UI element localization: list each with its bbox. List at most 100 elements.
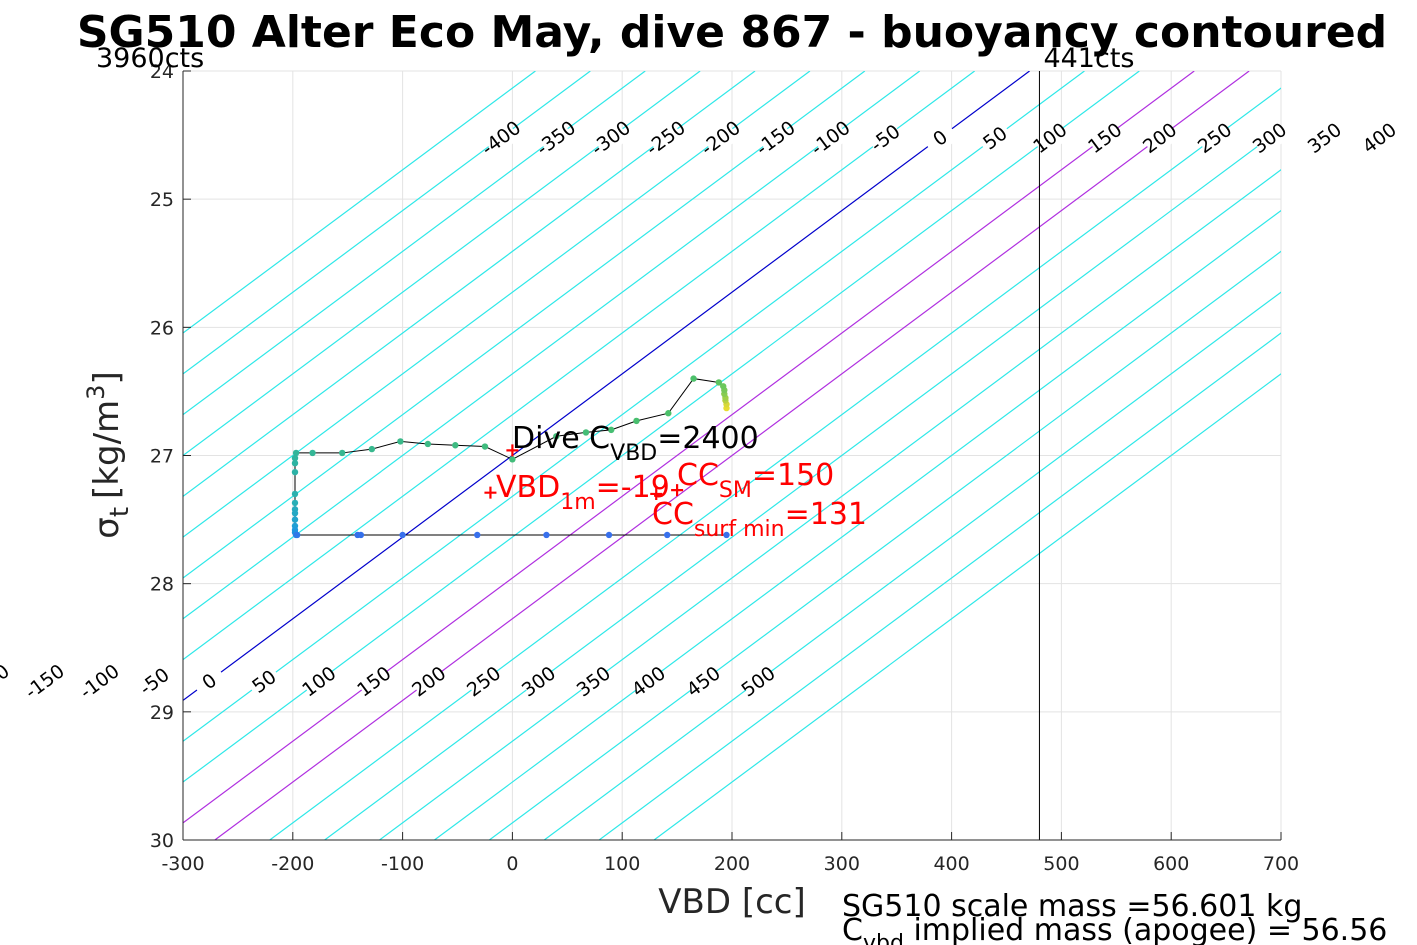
- x-tick-label: 100: [604, 853, 640, 875]
- contour-label-bg: [519, 662, 558, 700]
- contour-label-bg: [1359, 119, 1399, 157]
- y-tick-label: 27: [150, 446, 174, 468]
- dive-point: [723, 531, 730, 539]
- x-tick-label: 300: [824, 853, 860, 875]
- contour-labels: -400 -350 -300 -250 -200 -150 -100 -50 0 50 100 150…: [0, 117, 1417, 704]
- axes: -300 -200 -100 0 100 200 300 400 500 600 700 24 25 26…: [150, 61, 1299, 875]
- dive-point: [582, 429, 590, 436]
- x-tick-label: 700: [1263, 853, 1299, 875]
- contour-label-bg: [701, 119, 740, 157]
- dive-cvbd-annotation: Dive CVBD=2400: [512, 421, 759, 466]
- contour-line: [324, 128, 1281, 840]
- dive-point: [291, 454, 299, 462]
- dive-point: [543, 531, 550, 539]
- contour-line: [543, 291, 1281, 840]
- contour-label-bg: [134, 662, 174, 700]
- marker-vbd_1m: [484, 486, 497, 499]
- contour-label: 350: [573, 662, 615, 701]
- dive-point: [720, 383, 727, 390]
- contour-label: 300: [1249, 119, 1291, 158]
- dive-point: [452, 442, 459, 449]
- contour-line: [488, 250, 1281, 840]
- dive-point: [553, 433, 560, 440]
- contour-label-bg: [810, 119, 850, 157]
- contour-label: 200: [1139, 119, 1181, 158]
- contour-line: [183, 71, 756, 498]
- dive-point: [665, 410, 672, 417]
- contour-line: [183, 71, 1195, 824]
- x-axis-label: VBD [cc]: [658, 882, 806, 922]
- contour-label: 250: [1194, 119, 1236, 158]
- contour-line: [183, 71, 591, 375]
- dive-point: [293, 531, 301, 539]
- contour-label-bg: [756, 119, 795, 157]
- contour-label-bg: [299, 662, 338, 700]
- contour-label: 350: [1304, 119, 1346, 158]
- contour-label: 100: [1029, 119, 1071, 158]
- dive-point: [605, 531, 613, 539]
- contour-label-bg: [25, 662, 64, 700]
- contour-line: [183, 71, 976, 661]
- contour-label-bg: [865, 119, 905, 157]
- y-tick-label: 25: [150, 189, 174, 211]
- contour-line: [214, 71, 1250, 840]
- contour-label: 150: [1084, 119, 1126, 158]
- dive-point: [368, 445, 376, 453]
- contour-label-bg: [1305, 119, 1344, 157]
- y-tick-label: 24: [150, 61, 174, 83]
- scale-mass-footer: SG510 scale mass =56.601 kg: [842, 889, 1302, 924]
- contour-label-bg: [409, 662, 448, 700]
- x-tick-label: -100: [381, 853, 424, 875]
- left-counts-label: 3960cts: [96, 43, 204, 74]
- x-tick-label: -300: [161, 853, 204, 875]
- contour-label: 300: [518, 662, 560, 701]
- contour-label: 450: [683, 662, 725, 701]
- contour-label: 400: [1359, 119, 1401, 158]
- vbd-markers: [484, 444, 684, 500]
- implied-mass-footer: Cvbd implied mass (apogee) = 56.56: [842, 913, 1387, 945]
- contour-label-bg: [80, 662, 119, 700]
- dive-point: [397, 438, 404, 445]
- y-tick-label: 26: [150, 317, 174, 339]
- dive-point: [509, 456, 516, 463]
- marker-cc_sm: [671, 484, 684, 497]
- dive-point: [399, 531, 406, 539]
- dive-point: [291, 468, 299, 476]
- x-tick-label: 200: [714, 853, 750, 875]
- marker-dive_cvbd: [506, 444, 519, 457]
- contour-line: [269, 87, 1281, 840]
- contour-label-bg: [464, 662, 503, 700]
- contour-label: 150: [353, 662, 395, 701]
- contour-label-bg: [975, 119, 1015, 157]
- dive-trace: [291, 375, 730, 539]
- y-axis-label: σt[kg/m3]: [82, 371, 135, 538]
- dive-point: [474, 531, 481, 539]
- contour-line: [183, 71, 1085, 742]
- cc-surf-min-annotation: CCsurf min=131: [652, 497, 867, 542]
- contour-label: 250: [463, 662, 505, 701]
- contour-label-bg: [354, 662, 393, 700]
- contour-label-bg: [536, 119, 575, 157]
- chart-title: SG510 Alter Eco May, dive 867 - buoyancy…: [77, 7, 1387, 58]
- contour-label: 450: [1413, 119, 1417, 158]
- contour-label-bg: [1250, 119, 1289, 157]
- x-tick-label: -200: [271, 853, 314, 875]
- contour-label-bg: [683, 662, 723, 700]
- contour-label-bg: [189, 662, 229, 700]
- contour-label: -50: [136, 664, 174, 700]
- contour-label-bg: [920, 119, 960, 157]
- contour-line: [653, 373, 1281, 840]
- dive-point: [309, 449, 316, 457]
- contour-label-bg: [1085, 119, 1124, 157]
- y-tick-label: 30: [150, 830, 174, 852]
- dive-point: [357, 531, 365, 539]
- contour-line: [183, 71, 921, 620]
- contour-label-bg: [1195, 119, 1234, 157]
- contour-label: 100: [298, 662, 340, 701]
- dive-point: [291, 499, 299, 507]
- dive-point: [291, 509, 299, 517]
- vbd-1m-annotation: VBD1m=-19: [496, 470, 670, 515]
- contour-label-bg: [244, 662, 284, 700]
- y-tick-label: 28: [150, 574, 174, 596]
